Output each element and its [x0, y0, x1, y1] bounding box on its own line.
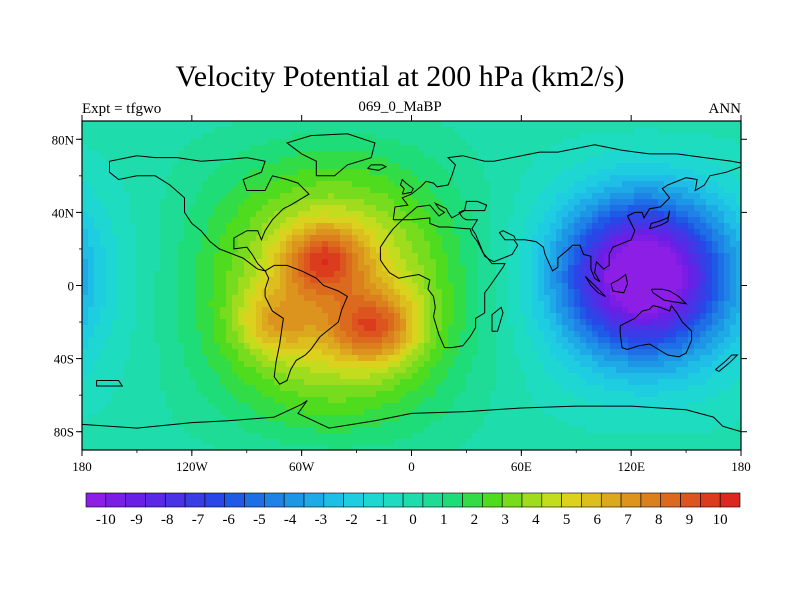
colorbar-swatch [402, 492, 424, 508]
colorbar-swatch [363, 492, 384, 508]
experiment-label: Expt = tfgwo [82, 101, 162, 117]
colorbar-swatch [85, 492, 107, 508]
colorbar-swatch [640, 492, 662, 508]
colorbar-swatch [323, 492, 344, 508]
lon-tick-label: 180 [731, 459, 751, 474]
colorbar-label: -1 [376, 512, 389, 528]
colorbar-swatch [264, 492, 285, 508]
colorbar-label: -4 [284, 512, 297, 528]
case-label: 069_0_MaBP [358, 99, 442, 115]
lon-tick-label: 0 [408, 459, 415, 474]
colorbar-label: 8 [655, 512, 663, 528]
colorbar-swatch [660, 492, 681, 508]
colorbar-swatch [521, 492, 543, 508]
colorbar-swatch [145, 492, 166, 508]
colorbar-swatch [204, 492, 226, 508]
colorbar: -10 -9 -8 -7 -6 -5 -4 -3 -2 -1 0 1 2 3 4 5 6 7 8 9 10 [85, 492, 741, 528]
colorbar-label: 7 [624, 512, 632, 528]
colorbar-swatch [541, 492, 562, 508]
colorbar-swatch [105, 492, 126, 508]
colorbar-label: 2 [471, 512, 479, 528]
season-label: ANN [708, 101, 742, 117]
colorbar-swatch [125, 492, 146, 508]
lon-tick-label: 60E [511, 459, 532, 474]
lat-tick-label: 40S [54, 352, 74, 367]
lat-tick-label: 80S [54, 425, 74, 440]
map-axes: 180 120W 60W 0 60E 120E 180 80N 40N 0 40S 80S [52, 115, 751, 474]
lat-tick-label: 0 [68, 279, 75, 294]
lat-tick-label: 40N [52, 205, 75, 220]
colorbar-swatch [719, 492, 741, 508]
colorbar-swatch [283, 492, 305, 508]
colorbar-swatch [244, 492, 265, 508]
contour-field [82, 121, 741, 450]
colorbar-swatch [501, 492, 523, 508]
colorbar-swatch [184, 492, 206, 508]
colorbar-label: 1 [440, 512, 448, 528]
colorbar-swatch [164, 492, 186, 508]
colorbar-swatch [680, 492, 701, 508]
colorbar-label: 4 [532, 512, 540, 528]
coastlines [82, 133, 741, 433]
colorbar-label: 10 [713, 512, 728, 528]
lon-tick-label: 60W [289, 459, 315, 474]
colorbar-label: 5 [563, 512, 571, 528]
colorbar-label: -10 [96, 512, 116, 528]
colorbar-swatch [482, 492, 503, 508]
lat-tick-label: 80N [52, 132, 75, 147]
colorbar-label: -6 [222, 512, 235, 528]
colorbar-swatch [462, 492, 483, 508]
colorbar-label: 0 [409, 512, 417, 528]
colorbar-swatch [620, 492, 642, 508]
lon-tick-label: 120E [617, 459, 645, 474]
colorbar-label: -2 [345, 512, 358, 528]
colorbar-label: 3 [501, 512, 509, 528]
plot-title: Velocity Potential at 200 hPa (km2/s) [175, 60, 625, 93]
lon-tick-label: 180 [72, 459, 92, 474]
colorbar-swatch [303, 492, 325, 508]
colorbar-label: 9 [686, 512, 694, 528]
colorbar-swatch [382, 492, 404, 508]
colorbar-swatch [700, 492, 721, 508]
colorbar-swatch [600, 492, 622, 508]
colorbar-label: -3 [315, 512, 328, 528]
colorbar-swatch [561, 492, 582, 508]
colorbar-label: -9 [130, 512, 143, 528]
colorbar-label: -5 [253, 512, 266, 528]
colorbar-label: 6 [594, 512, 602, 528]
colorbar-swatch [224, 492, 245, 508]
colorbar-swatch [343, 492, 364, 508]
lon-tick-label: 120W [176, 459, 209, 474]
colorbar-swatch [442, 492, 463, 508]
colorbar-label: -8 [161, 512, 174, 528]
colorbar-label: -7 [192, 512, 205, 528]
colorbar-swatch [581, 492, 602, 508]
colorbar-swatch [422, 492, 444, 508]
